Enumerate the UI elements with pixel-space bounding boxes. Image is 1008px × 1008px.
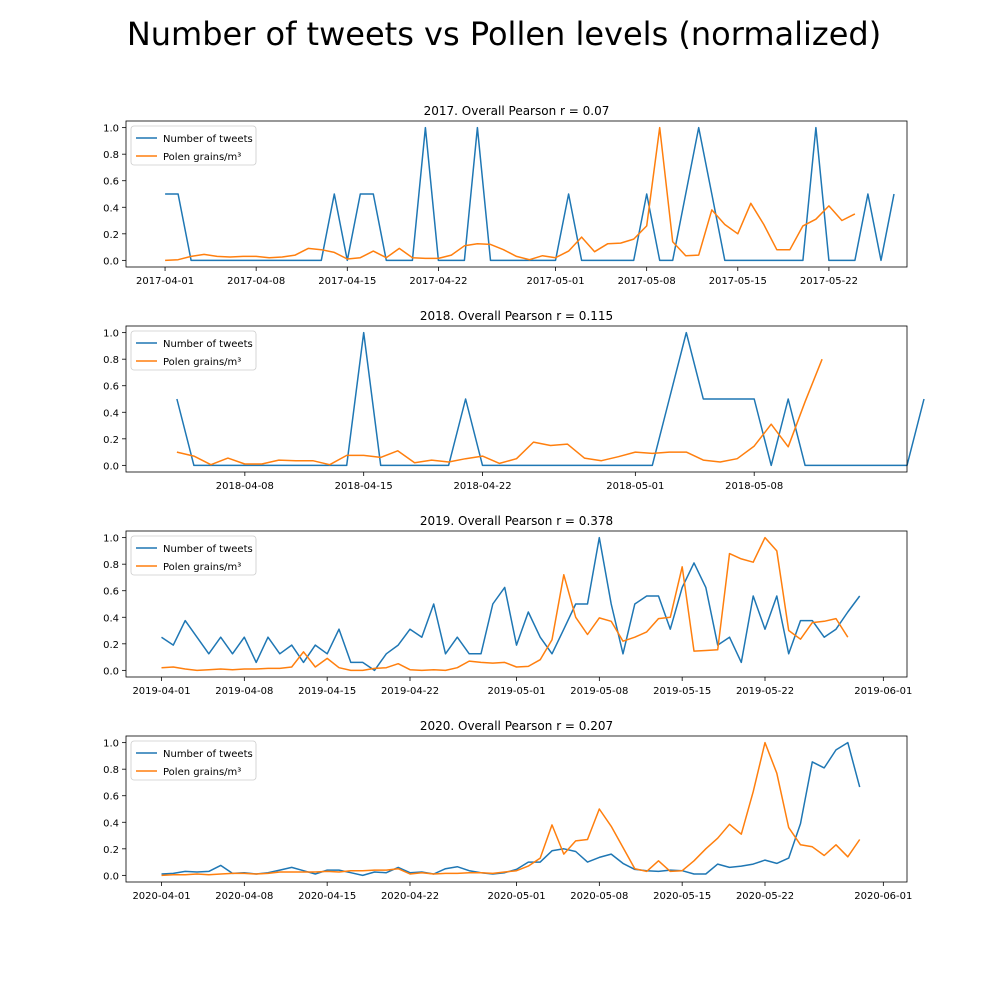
- x-tick-label: 2020-05-01: [487, 891, 545, 902]
- subplot-title: 2017. Overall Pearson r = 0.07: [424, 104, 610, 118]
- legend-label: Polen grains/m³: [163, 767, 241, 778]
- x-tick-label: 2020-04-08: [215, 891, 273, 902]
- x-tick-label: 2019-05-01: [487, 686, 545, 697]
- tweets-line: [165, 126, 895, 262]
- x-tick-label: 2018-04-08: [216, 481, 274, 492]
- y-tick-label: 0.6: [103, 382, 119, 393]
- y-tick-label: 0.2: [103, 230, 119, 241]
- y-tick-label: 1.0: [103, 124, 119, 135]
- x-tick-label: 2020-04-22: [381, 891, 439, 902]
- axes-frame: [125, 325, 908, 473]
- legend-box: [130, 535, 257, 576]
- x-tick-label: 2018-05-08: [725, 481, 783, 492]
- x-tick-label: 2019-05-08: [570, 686, 628, 697]
- legend-label: Number of tweets: [163, 134, 253, 145]
- tweets-line: [176, 331, 925, 467]
- legend-label: Number of tweets: [163, 749, 253, 760]
- y-tick-label: 0.0: [103, 871, 119, 882]
- x-tick-label: 2017-04-08: [227, 276, 285, 287]
- y-tick-label: 0.8: [103, 150, 119, 161]
- x-tick-label: 2019-05-22: [736, 686, 794, 697]
- pollen-line: [176, 358, 823, 466]
- x-tick-label: 2019-04-08: [215, 686, 273, 697]
- legend-box: [130, 740, 257, 781]
- y-tick-label: 0.6: [103, 587, 119, 598]
- y-tick-label: 0.4: [103, 203, 119, 214]
- y-tick-label: 0.0: [103, 461, 119, 472]
- y-tick-label: 0.6: [103, 792, 119, 803]
- x-tick-label: 2017-04-15: [318, 276, 376, 287]
- y-tick-label: 1.0: [103, 534, 119, 545]
- x-tick-label: 2020-05-22: [736, 891, 794, 902]
- x-tick-label: 2019-04-22: [381, 686, 439, 697]
- legend-label: Number of tweets: [163, 339, 253, 350]
- y-tick-label: 0.8: [103, 560, 119, 571]
- x-tick-label: 2017-04-22: [409, 276, 467, 287]
- y-tick-label: 0.0: [103, 666, 119, 677]
- y-tick-label: 1.0: [103, 329, 119, 340]
- y-tick-label: 0.4: [103, 613, 119, 624]
- y-tick-label: 0.6: [103, 177, 119, 188]
- x-tick-label: 2017-04-01: [136, 276, 194, 287]
- subplot-title: 2019. Overall Pearson r = 0.378: [420, 514, 613, 528]
- x-tick-label: 2019-04-01: [132, 686, 190, 697]
- axes-frame: [125, 735, 908, 883]
- y-tick-label: 0.2: [103, 435, 119, 446]
- y-tick-label: 0.0: [103, 256, 119, 267]
- x-tick-label: 2020-05-15: [653, 891, 711, 902]
- x-tick-label: 2019-05-15: [653, 686, 711, 697]
- axes-frame: [125, 530, 908, 678]
- y-tick-label: 0.4: [103, 408, 119, 419]
- axes-frame: [125, 120, 908, 268]
- x-tick-label: 2019-04-15: [298, 686, 356, 697]
- x-tick-label: 2018-04-15: [335, 481, 393, 492]
- x-tick-label: 2018-04-22: [453, 481, 511, 492]
- y-tick-label: 0.8: [103, 355, 119, 366]
- y-tick-label: 0.2: [103, 845, 119, 856]
- y-tick-label: 1.0: [103, 739, 119, 750]
- legend-label: Polen grains/m³: [163, 152, 241, 163]
- x-tick-label: 2020-04-01: [132, 891, 190, 902]
- x-tick-label: 2017-05-22: [800, 276, 858, 287]
- x-tick-label: 2020-04-15: [298, 891, 356, 902]
- subplot-title: 2018. Overall Pearson r = 0.115: [420, 309, 613, 323]
- x-tick-label: 2019-06-01: [854, 686, 912, 697]
- legend-box: [130, 330, 257, 371]
- legend-label: Polen grains/m³: [163, 562, 241, 573]
- pollen-line: [165, 126, 856, 262]
- figure-title: Number of tweets vs Pollen levels (norma…: [127, 15, 881, 53]
- x-tick-label: 2018-05-01: [606, 481, 664, 492]
- x-tick-label: 2017-05-01: [526, 276, 584, 287]
- x-tick-label: 2020-06-01: [854, 891, 912, 902]
- y-tick-label: 0.2: [103, 640, 119, 651]
- x-tick-label: 2017-05-08: [618, 276, 676, 287]
- y-tick-label: 0.4: [103, 818, 119, 829]
- tweets-line: [161, 536, 861, 672]
- legend-label: Polen grains/m³: [163, 357, 241, 368]
- pollen-line: [161, 741, 861, 877]
- pollen-line: [161, 536, 849, 672]
- x-tick-label: 2020-05-08: [570, 891, 628, 902]
- legend-label: Number of tweets: [163, 544, 253, 555]
- x-tick-label: 2017-05-15: [709, 276, 767, 287]
- y-tick-label: 0.8: [103, 765, 119, 776]
- subplot-title: 2020. Overall Pearson r = 0.207: [420, 719, 613, 733]
- tweets-line: [161, 741, 861, 877]
- legend-box: [130, 125, 257, 166]
